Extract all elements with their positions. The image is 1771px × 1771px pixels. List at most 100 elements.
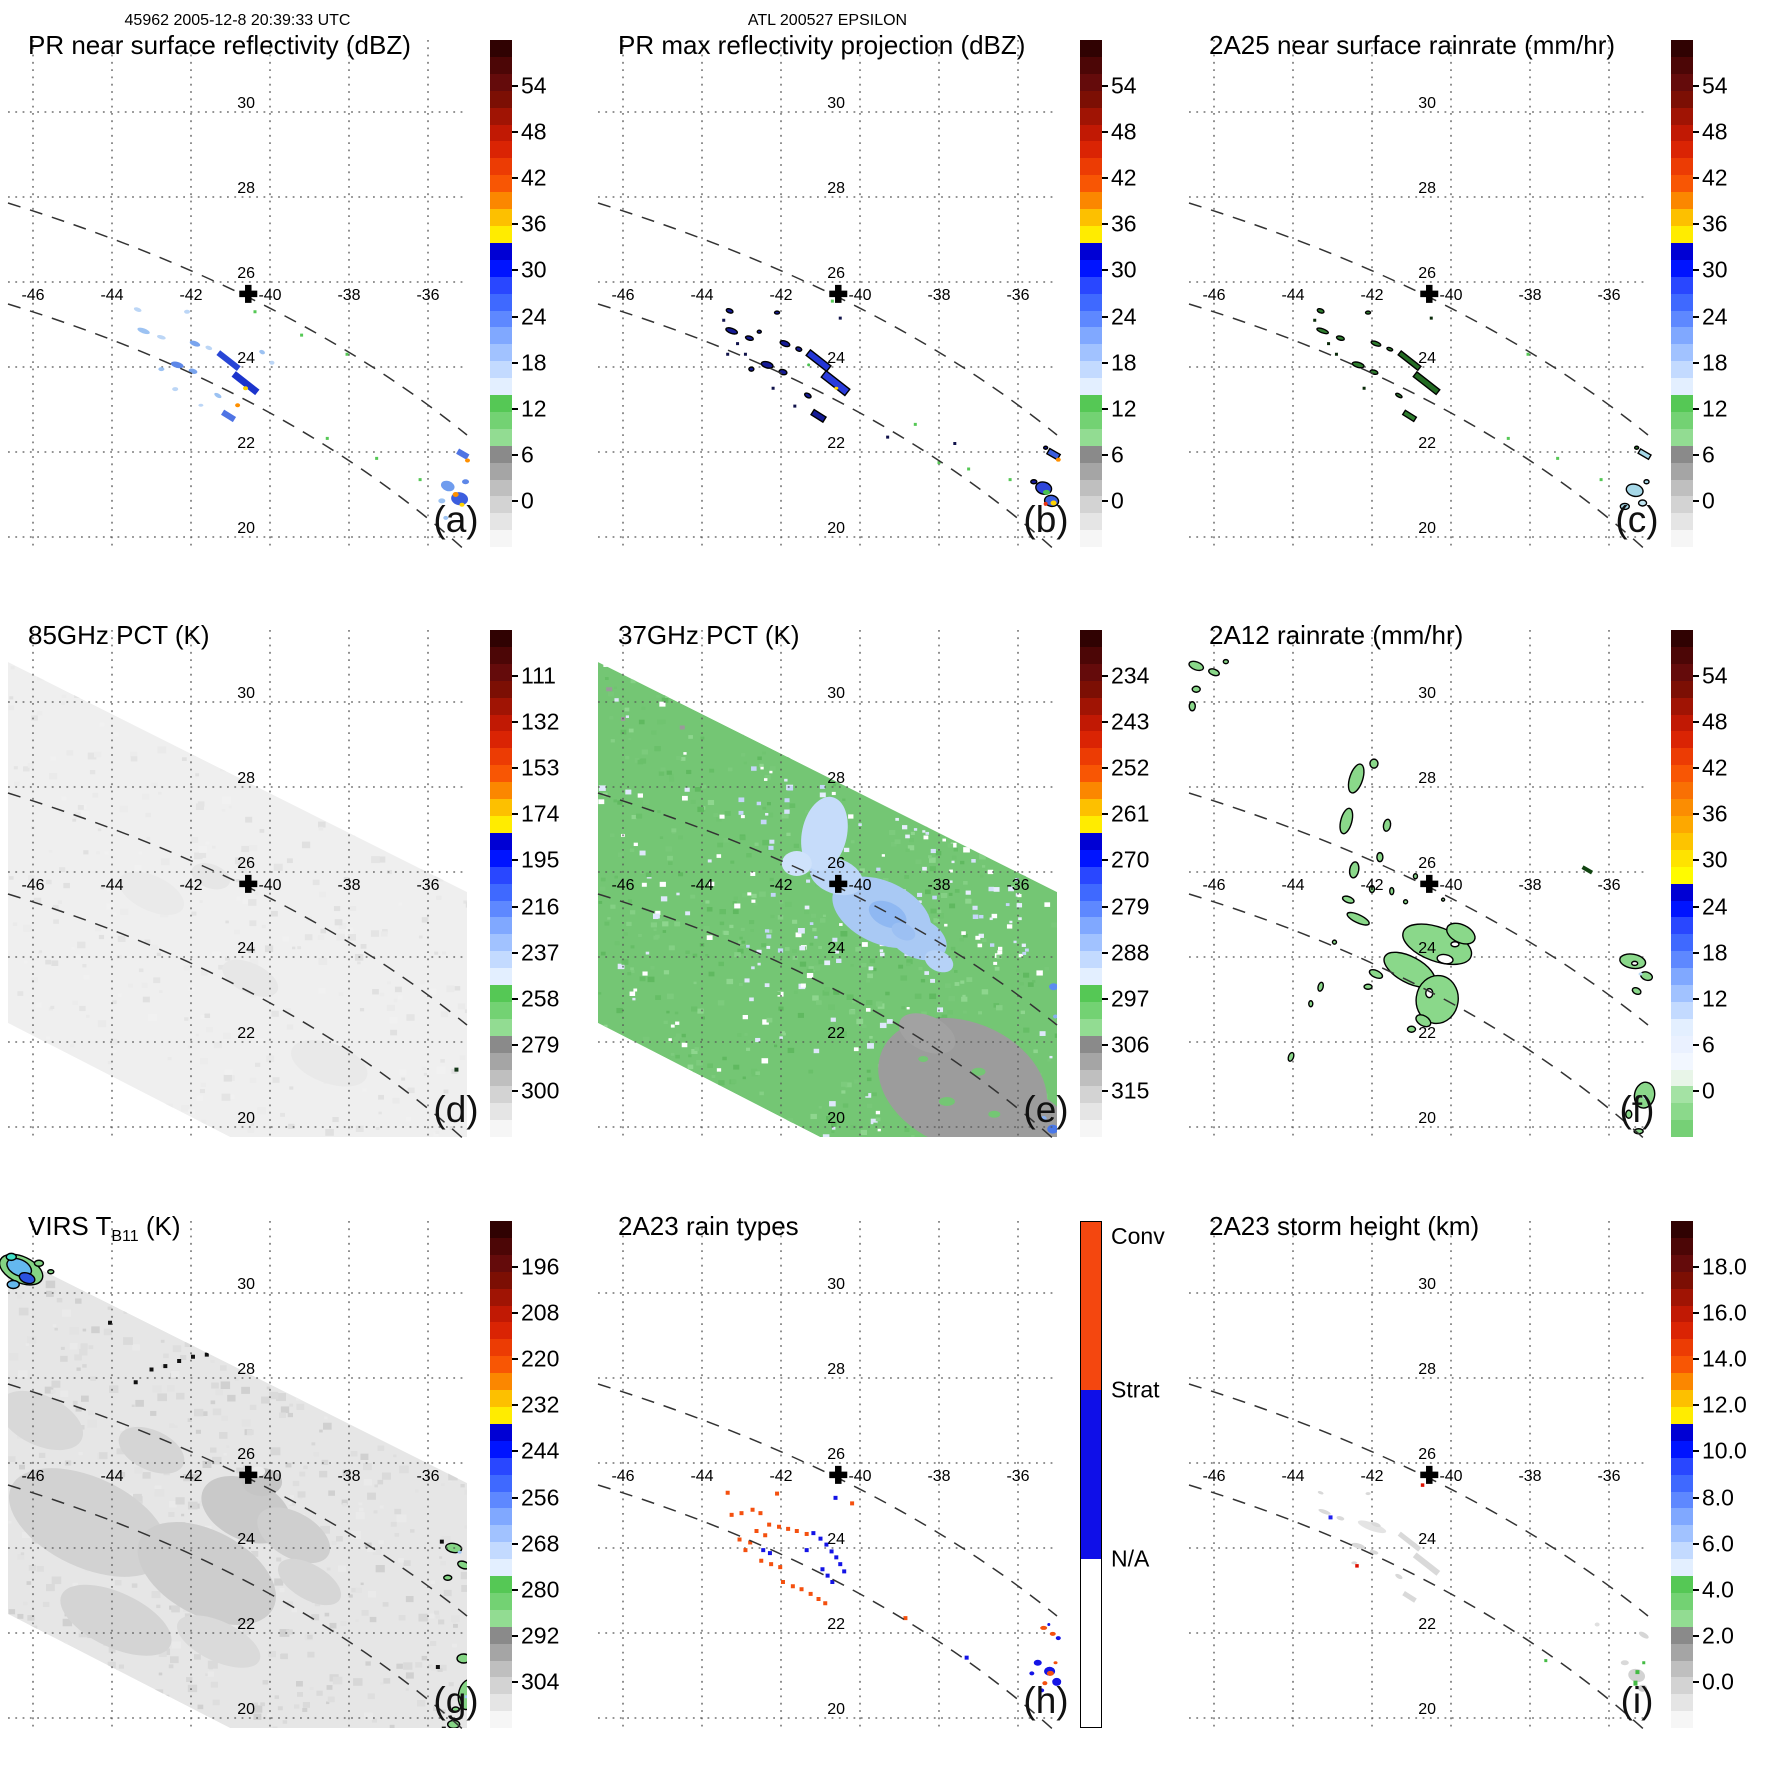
colorbar-tick: [1102, 223, 1108, 226]
colorbar-tick: [512, 721, 518, 724]
lat-label: 20: [237, 520, 255, 537]
lat-label: 26: [237, 1446, 255, 1463]
lon-label: -42: [179, 287, 202, 304]
colorbar-tick-label: 54: [521, 72, 547, 99]
colorbar-tick: [1102, 859, 1108, 862]
colorbar-tick-label: 24: [1702, 303, 1728, 330]
colorbar-tick-label: 48: [1111, 118, 1137, 145]
lat-label: 26: [1418, 855, 1436, 872]
colorbar-tick-label: 14.0: [1702, 1345, 1747, 1372]
colorbar-tick: [512, 315, 518, 318]
lon-label: -46: [611, 287, 634, 304]
lon-label: -46: [1202, 1468, 1225, 1485]
storm-center-marker: [829, 284, 848, 303]
panel-letter-g: (g): [433, 1680, 478, 1721]
colorbar-tick-label: 0: [521, 487, 534, 514]
colorbar-tick: [1102, 767, 1108, 770]
colorbar-tick: [512, 813, 518, 816]
panel-letter-h: (h): [1023, 1680, 1068, 1721]
colorbar-tick: [1102, 85, 1108, 88]
colorbar-tick: [512, 499, 518, 502]
colorbar-tick-label: 288: [1111, 939, 1150, 966]
colorbar-category-label: Strat: [1111, 1376, 1160, 1403]
lon-label: -42: [179, 1468, 202, 1485]
colorbar-tick: [512, 997, 518, 1000]
colorbar-tick: [1693, 1089, 1699, 1092]
colorbar-tick: [512, 269, 518, 272]
map-plot-d: 30 28 26 24 22 20 -46 -44 -42 -40 -38 -36 (d): [7, 630, 479, 1143]
colorbar-tick: [1102, 361, 1108, 364]
colorbar-tick-label: 48: [1702, 118, 1728, 145]
colorbar-tick: [1102, 269, 1108, 272]
panel-title-segment: 2A12 rainrate (mm/hr): [1209, 620, 1464, 650]
lat-label: 24: [827, 350, 845, 367]
lon-label: -38: [337, 287, 360, 304]
colorbar-tick-label: 6: [1702, 1031, 1715, 1058]
lon-label: -36: [1006, 877, 1029, 894]
lat-label: 30: [1418, 95, 1436, 112]
panel-title-g: VIRS TB11 (K): [28, 1211, 181, 1246]
lon-label: -40: [1439, 287, 1462, 304]
lon-label: -46: [21, 287, 44, 304]
header-a: 45962 2005-12-8 20:39:33 UTC: [124, 12, 351, 29]
colorbar-tick: [1102, 131, 1108, 134]
lon-label: -40: [848, 287, 871, 304]
lon-label: -46: [21, 877, 44, 894]
colorbar-tick-label: 36: [521, 210, 547, 237]
panel-title-c: 2A25 near surface rainrate (mm/hr): [1209, 30, 1615, 61]
colorbar-tick: [1693, 1266, 1699, 1269]
colorbar-tick-label: 0: [1702, 487, 1715, 514]
lon-label: -40: [258, 877, 281, 894]
lat-label: 28: [237, 1361, 255, 1378]
colorbar-tick-label: 304: [521, 1668, 560, 1695]
colorbar-c: 54 48 42 36 30 24 18 12 6 0: [1671, 40, 1728, 548]
colorbar-tick-label: 12.0: [1702, 1391, 1747, 1418]
swath-edge-lines: [7, 202, 468, 553]
lat-label: 22: [827, 435, 845, 452]
swath-layer: [8, 662, 467, 1137]
colorbar-tick-label: 54: [1111, 72, 1137, 99]
lat-label: 28: [827, 1361, 845, 1378]
data-features: [133, 307, 470, 520]
colorbar-tick: [1102, 721, 1108, 724]
colorbar-tick: [1693, 721, 1699, 724]
colorbar-tick: [512, 767, 518, 770]
swath-edge-lines: [597, 202, 1058, 553]
colorbar-tick-label: 300: [521, 1077, 560, 1104]
lon-label: -40: [848, 877, 871, 894]
colorbar-tick-label: 18: [1702, 349, 1728, 376]
colorbar-tick-label: 36: [1702, 210, 1728, 237]
colorbar-tick: [1102, 499, 1108, 502]
colorbar-tick: [512, 223, 518, 226]
colorbar-segments: [490, 40, 512, 548]
map-plot-a: 30 28 26 24 22 20 -46 -44 -42 -40 -38 -36 (a): [7, 40, 479, 553]
colorbar-tick-label: 42: [521, 164, 547, 191]
colorbar-category-label: Conv: [1111, 1223, 1165, 1249]
panel-title-e: 37GHz PCT (K): [618, 620, 800, 651]
lat-label: 28: [237, 770, 255, 787]
storm-center-marker: [239, 284, 258, 303]
map-plot-f: 30 28 26 24 22 20 -46 -44 -42 -40 -38 -36 (f): [1188, 630, 1656, 1143]
colorbar-tick: [512, 1266, 518, 1269]
lat-label: 20: [1418, 1701, 1436, 1718]
colorbar-tick-label: 292: [521, 1622, 560, 1649]
lat-label: 30: [1418, 685, 1436, 702]
colorbar-tick-label: 48: [521, 118, 547, 145]
lon-label: -46: [1202, 877, 1225, 894]
colorbar-tick: [512, 1404, 518, 1407]
storm-center-marker: [239, 1465, 258, 1484]
colorbar-tick-label: 0: [1111, 487, 1124, 514]
lat-label: 24: [1418, 1531, 1436, 1548]
lon-label: -38: [1518, 1468, 1541, 1485]
lat-label: 20: [827, 520, 845, 537]
colorbar-tick-label: 208: [521, 1299, 560, 1326]
colorbar-tick-label: 232: [521, 1391, 560, 1418]
colorbar-tick-label: 42: [1702, 164, 1728, 191]
lon-label: -44: [690, 877, 713, 894]
colorbar-tick: [512, 1358, 518, 1361]
swath-edge-lines: [7, 792, 468, 1143]
colorbar-segments: [490, 630, 512, 1138]
lat-label: 24: [237, 350, 255, 367]
lat-label: 30: [237, 685, 255, 702]
